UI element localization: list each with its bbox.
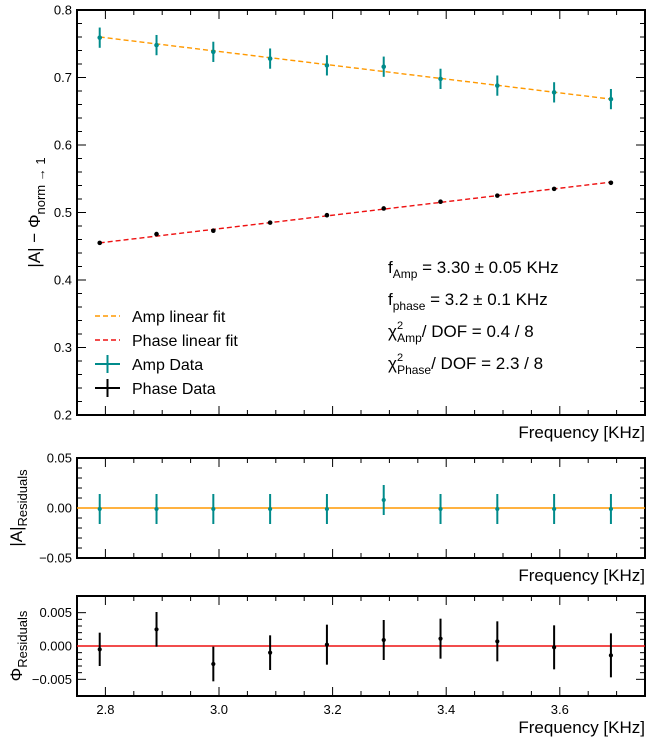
annotation-sub: Phase [397,363,431,377]
y-axis-label-main: Φ [7,668,26,682]
residual-point [154,627,159,632]
residual-point [608,653,614,658]
y-axis-label-sub: Residuals [15,469,30,527]
y-tick-label: 0.3 [54,340,72,355]
residual-point [324,642,330,647]
fit-line-0 [99,36,612,100]
y-tick-label: 0.5 [54,205,72,220]
residual-point [438,506,443,512]
phase-residuals-panel: 2.8 3.0 3.2 3.4 3.6 −0.005 0.000 0.005 Frequency… [7,595,646,737]
residual-point [211,661,216,667]
series-1-point [97,240,103,246]
annotation-symbol: χ [388,354,397,373]
x-tick-label: 2.8 [96,702,114,717]
series-0-point [97,35,103,40]
residual-point [97,647,102,652]
y-axis-label: |A| − Φnorm → 1 [25,157,48,267]
series-1-point [211,228,216,234]
y-tick-label: 0.00 [47,501,72,516]
y-tick-label: −0.005 [32,672,72,687]
y-tick-label: 0.4 [54,273,72,288]
x-axis-label: Frequency [KHz] [518,566,645,585]
annotation-sup: 2 [397,352,403,364]
x-tick-label: 3.0 [210,702,228,717]
annotation-sup: 2 [397,320,403,332]
annotation-sub: Amp [397,331,422,345]
amp-residuals-panel: −0.05 0.00 0.05 Frequency [KHz] |A|Residuals [7,451,646,585]
residual-point [495,506,500,512]
series-0-point [495,83,500,88]
residual-point [211,506,216,512]
annotation-value: = 3.30 ± 0.05 KHz [417,258,558,277]
x-axis-label: Frequency [KHz] [518,423,645,442]
x-axis-label: Frequency [KHz] [518,718,645,737]
series-0-point [551,90,557,95]
residual-point [552,506,557,512]
y-tick-label: 0.05 [47,451,72,466]
annotation-symbol: f [388,258,393,277]
series-1-point [551,186,557,192]
residual-point [608,506,614,512]
series-0-point [381,64,387,69]
residual-point [97,506,102,512]
y-tick-label: 0.000 [39,639,72,654]
fit-result-annotation: χ2 Phase/ DOF = 2.3 / 8 [388,352,543,377]
annotation-sub: Amp [393,267,418,281]
y-tick-label: 0.2 [54,408,72,423]
annotation-symbol: χ [388,322,397,341]
series-1-point [267,220,273,225]
residual-point [268,650,273,655]
series-0-point [324,63,330,68]
y-tick-label: 0.005 [39,605,72,620]
main-plot-panel: 0.2 0.3 0.4 0.5 0.6 0.7 0.8 Frequency [KHz] |A| … [25,3,646,442]
legend-entry: Amp linear fit [132,309,226,326]
fit-result-annotation: fAmp = 3.30 ± 0.05 KHz [388,258,559,281]
residual-point [552,645,557,650]
series-1-point [324,212,330,218]
residual-point [438,636,443,641]
x-tick-label: 3.2 [324,702,342,717]
y-tick-label: 0.7 [54,70,72,85]
residual-point [495,639,500,644]
series-1-point [608,180,614,186]
series-0-point [211,49,216,55]
residual-point [268,506,273,512]
residual-point [324,506,330,512]
residual-point [154,506,159,512]
plot-frame [76,9,646,416]
legend-entry: Phase Data [132,381,216,398]
series-1-point [381,206,387,211]
annotation-sub: phase [393,299,426,313]
fit-result-annotation: fphase = 3.2 ± 0.1 KHz [388,290,548,313]
y-tick-label: 0.6 [54,138,72,153]
y-axis-label-main: |A| − Φ [25,214,44,267]
series-0-point [267,56,273,61]
x-tick-label: 3.4 [437,702,455,717]
y-axis-label-sub: Residuals [15,610,30,668]
y-axis-label-sub: norm → 1 [33,157,48,214]
legend-entry: Amp Data [132,357,203,374]
fit-result-annotation: χ2 Amp/ DOF = 0.4 / 8 [388,320,534,345]
y-tick-label: 0.8 [54,3,72,18]
annotation-value: / DOF = 0.4 / 8 [422,322,534,341]
y-axis-label: |A|Residuals [7,469,30,547]
residual-point [381,497,386,503]
y-tick-label: −0.05 [39,551,72,566]
series-1-point [438,199,443,204]
series-0-point [438,76,443,82]
y-axis-label-main: |A| [7,526,26,546]
series-0-point [608,96,614,102]
legend-entry: Phase linear fit [132,333,238,350]
fit-line-1 [99,181,612,244]
annotation-value: / DOF = 2.3 / 8 [431,354,543,373]
residual-point [381,637,386,643]
annotation-value: = 3.2 ± 0.1 KHz [425,290,547,309]
x-tick-label: 3.6 [551,702,569,717]
annotation-symbol: f [388,290,393,309]
series-0-point [154,42,159,48]
y-axis-label: ΦResiduals [7,610,30,681]
series-1-point [495,193,500,198]
series-1-point [154,231,159,237]
